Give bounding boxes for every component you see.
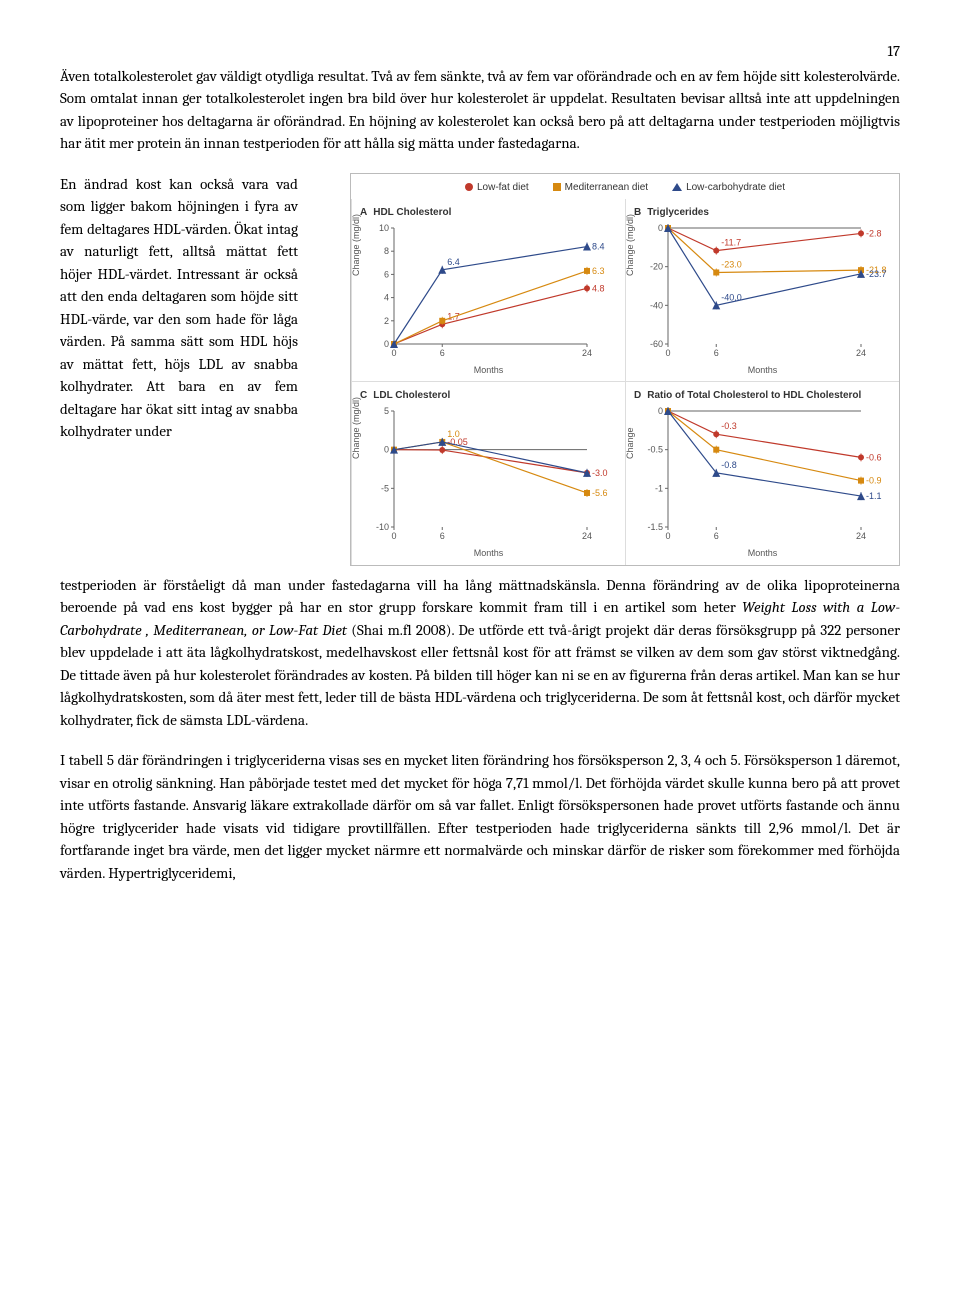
svg-text:-11.7: -11.7 — [721, 237, 741, 247]
svg-text:5: 5 — [384, 406, 389, 416]
triangle-marker-icon — [672, 183, 682, 191]
svg-text:-5.6: -5.6 — [592, 488, 608, 498]
svg-text:6: 6 — [384, 269, 389, 279]
chart-svg: -60-40-2000624-11.7-2.8-23.0-21.8-40.0-2… — [634, 222, 889, 362]
svg-text:6: 6 — [440, 348, 445, 358]
x-axis-label: Months — [634, 547, 891, 561]
circle-marker-icon — [465, 183, 473, 191]
svg-text:0: 0 — [665, 348, 670, 358]
svg-text:0: 0 — [658, 223, 663, 233]
svg-text:-0.9: -0.9 — [866, 476, 882, 486]
legend-item: Low-carbohydrate diet — [672, 180, 785, 195]
svg-text:-1.1: -1.1 — [866, 491, 882, 501]
svg-text:-40.0: -40.0 — [721, 292, 742, 302]
svg-text:0: 0 — [391, 531, 396, 541]
chart-svg: -1.5 -1 -0.5 0 0 6 24 -0.3 -0.6 -0.9 -0.8 -1.1 — [634, 405, 889, 545]
legend-label: Low-carbohydrate diet — [686, 180, 785, 195]
svg-text:0: 0 — [384, 445, 389, 455]
paragraph-2-left: En ändrad kost kan också vara vad som li… — [60, 173, 310, 443]
legend-item: Low-fat diet — [465, 180, 529, 195]
x-axis-label: Months — [360, 364, 617, 378]
svg-text:4.8: 4.8 — [592, 283, 605, 293]
svg-text:-1.5: -1.5 — [647, 522, 663, 532]
svg-text:24: 24 — [582, 348, 592, 358]
svg-text:-40: -40 — [650, 300, 663, 310]
paragraph-2-continued: testperioden är förståeligt då man under… — [60, 574, 900, 732]
svg-text:6: 6 — [714, 531, 719, 541]
svg-text:-0.3: -0.3 — [721, 421, 737, 431]
chart-panel-A: AHDL CholesterolChange (mg/dl)0246810062… — [351, 199, 625, 382]
svg-text:6: 6 — [714, 348, 719, 358]
page-number: 17 — [60, 40, 900, 63]
legend-item: Mediterranean diet — [553, 180, 648, 195]
svg-text:24: 24 — [582, 531, 592, 541]
chart-svg: 024681006241.74.86.36.48.4 — [360, 222, 615, 362]
svg-text:8: 8 — [384, 246, 389, 256]
svg-text:1.0: 1.0 — [447, 429, 460, 439]
svg-text:-10: -10 — [376, 522, 389, 532]
svg-text:0: 0 — [665, 531, 670, 541]
square-marker-icon — [553, 183, 561, 191]
svg-text:-60: -60 — [650, 339, 663, 349]
figure-panel: Low-fat diet Mediterranean diet Low-carboh… — [350, 173, 900, 566]
svg-text:2: 2 — [384, 315, 389, 325]
y-axis-label: Change — [624, 428, 638, 460]
svg-text:-0.8: -0.8 — [721, 460, 737, 470]
svg-text:-23.7: -23.7 — [866, 268, 887, 278]
svg-text:-2.8: -2.8 — [866, 228, 882, 238]
svg-text:-0.6: -0.6 — [866, 452, 882, 462]
chart-panel-D: DRatio of Total Cholesterol to HDL Chole… — [625, 381, 899, 565]
svg-text:-20: -20 — [650, 261, 663, 271]
svg-text:10: 10 — [379, 223, 389, 233]
svg-text:6: 6 — [440, 531, 445, 541]
svg-text:0: 0 — [658, 406, 663, 416]
panel-title: CLDL Cholesterol — [360, 388, 617, 403]
svg-text:-3.0: -3.0 — [592, 468, 608, 478]
y-axis-label: Change (mg/dl) — [350, 214, 364, 276]
svg-text:-5: -5 — [381, 483, 389, 493]
y-axis-label: Change (mg/dl) — [624, 214, 638, 276]
legend-label: Low-fat diet — [477, 180, 529, 195]
paragraph-3: I tabell 5 där förändringen i triglyceri… — [60, 749, 900, 884]
chart-panel-C: CLDL CholesterolChange (mg/dl) -10 -5 0 5 0 6 2… — [351, 381, 625, 565]
paragraph-1: Även totalkolesterolet gav väldigt otydl… — [60, 65, 900, 155]
y-axis-label: Change (mg/dl) — [350, 397, 364, 459]
legend-label: Mediterranean diet — [565, 180, 648, 195]
figure-legend: Low-fat diet Mediterranean diet Low-carboh… — [351, 174, 899, 199]
svg-text:1.7: 1.7 — [447, 311, 460, 321]
x-axis-label: Months — [634, 364, 891, 378]
svg-text:-23.0: -23.0 — [721, 259, 742, 269]
panel-title: DRatio of Total Cholesterol to HDL Chole… — [634, 388, 891, 403]
svg-text:8.4: 8.4 — [592, 241, 605, 251]
panel-title: BTriglycerides — [634, 205, 891, 220]
svg-text:0: 0 — [384, 339, 389, 349]
svg-text:6.4: 6.4 — [447, 256, 460, 266]
svg-text:-0.5: -0.5 — [647, 445, 663, 455]
svg-text:4: 4 — [384, 292, 389, 302]
svg-text:0: 0 — [391, 348, 396, 358]
svg-text:24: 24 — [856, 348, 866, 358]
svg-text:24: 24 — [856, 531, 866, 541]
x-axis-label: Months — [360, 547, 617, 561]
svg-text:-1: -1 — [655, 483, 663, 493]
chart-svg: -10-5050624-0.05-3.01.0-5.6 — [360, 405, 615, 545]
chart-panel-B: BTriglyceridesChange (mg/dl) -60 -40 -20 0 0 6… — [625, 199, 899, 382]
svg-text:6.3: 6.3 — [592, 265, 605, 275]
panel-title: AHDL Cholesterol — [360, 205, 617, 220]
